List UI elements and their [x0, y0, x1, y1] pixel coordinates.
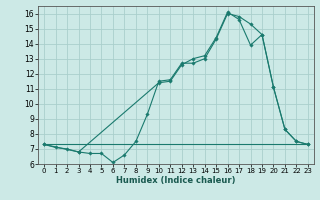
X-axis label: Humidex (Indice chaleur): Humidex (Indice chaleur): [116, 176, 236, 185]
